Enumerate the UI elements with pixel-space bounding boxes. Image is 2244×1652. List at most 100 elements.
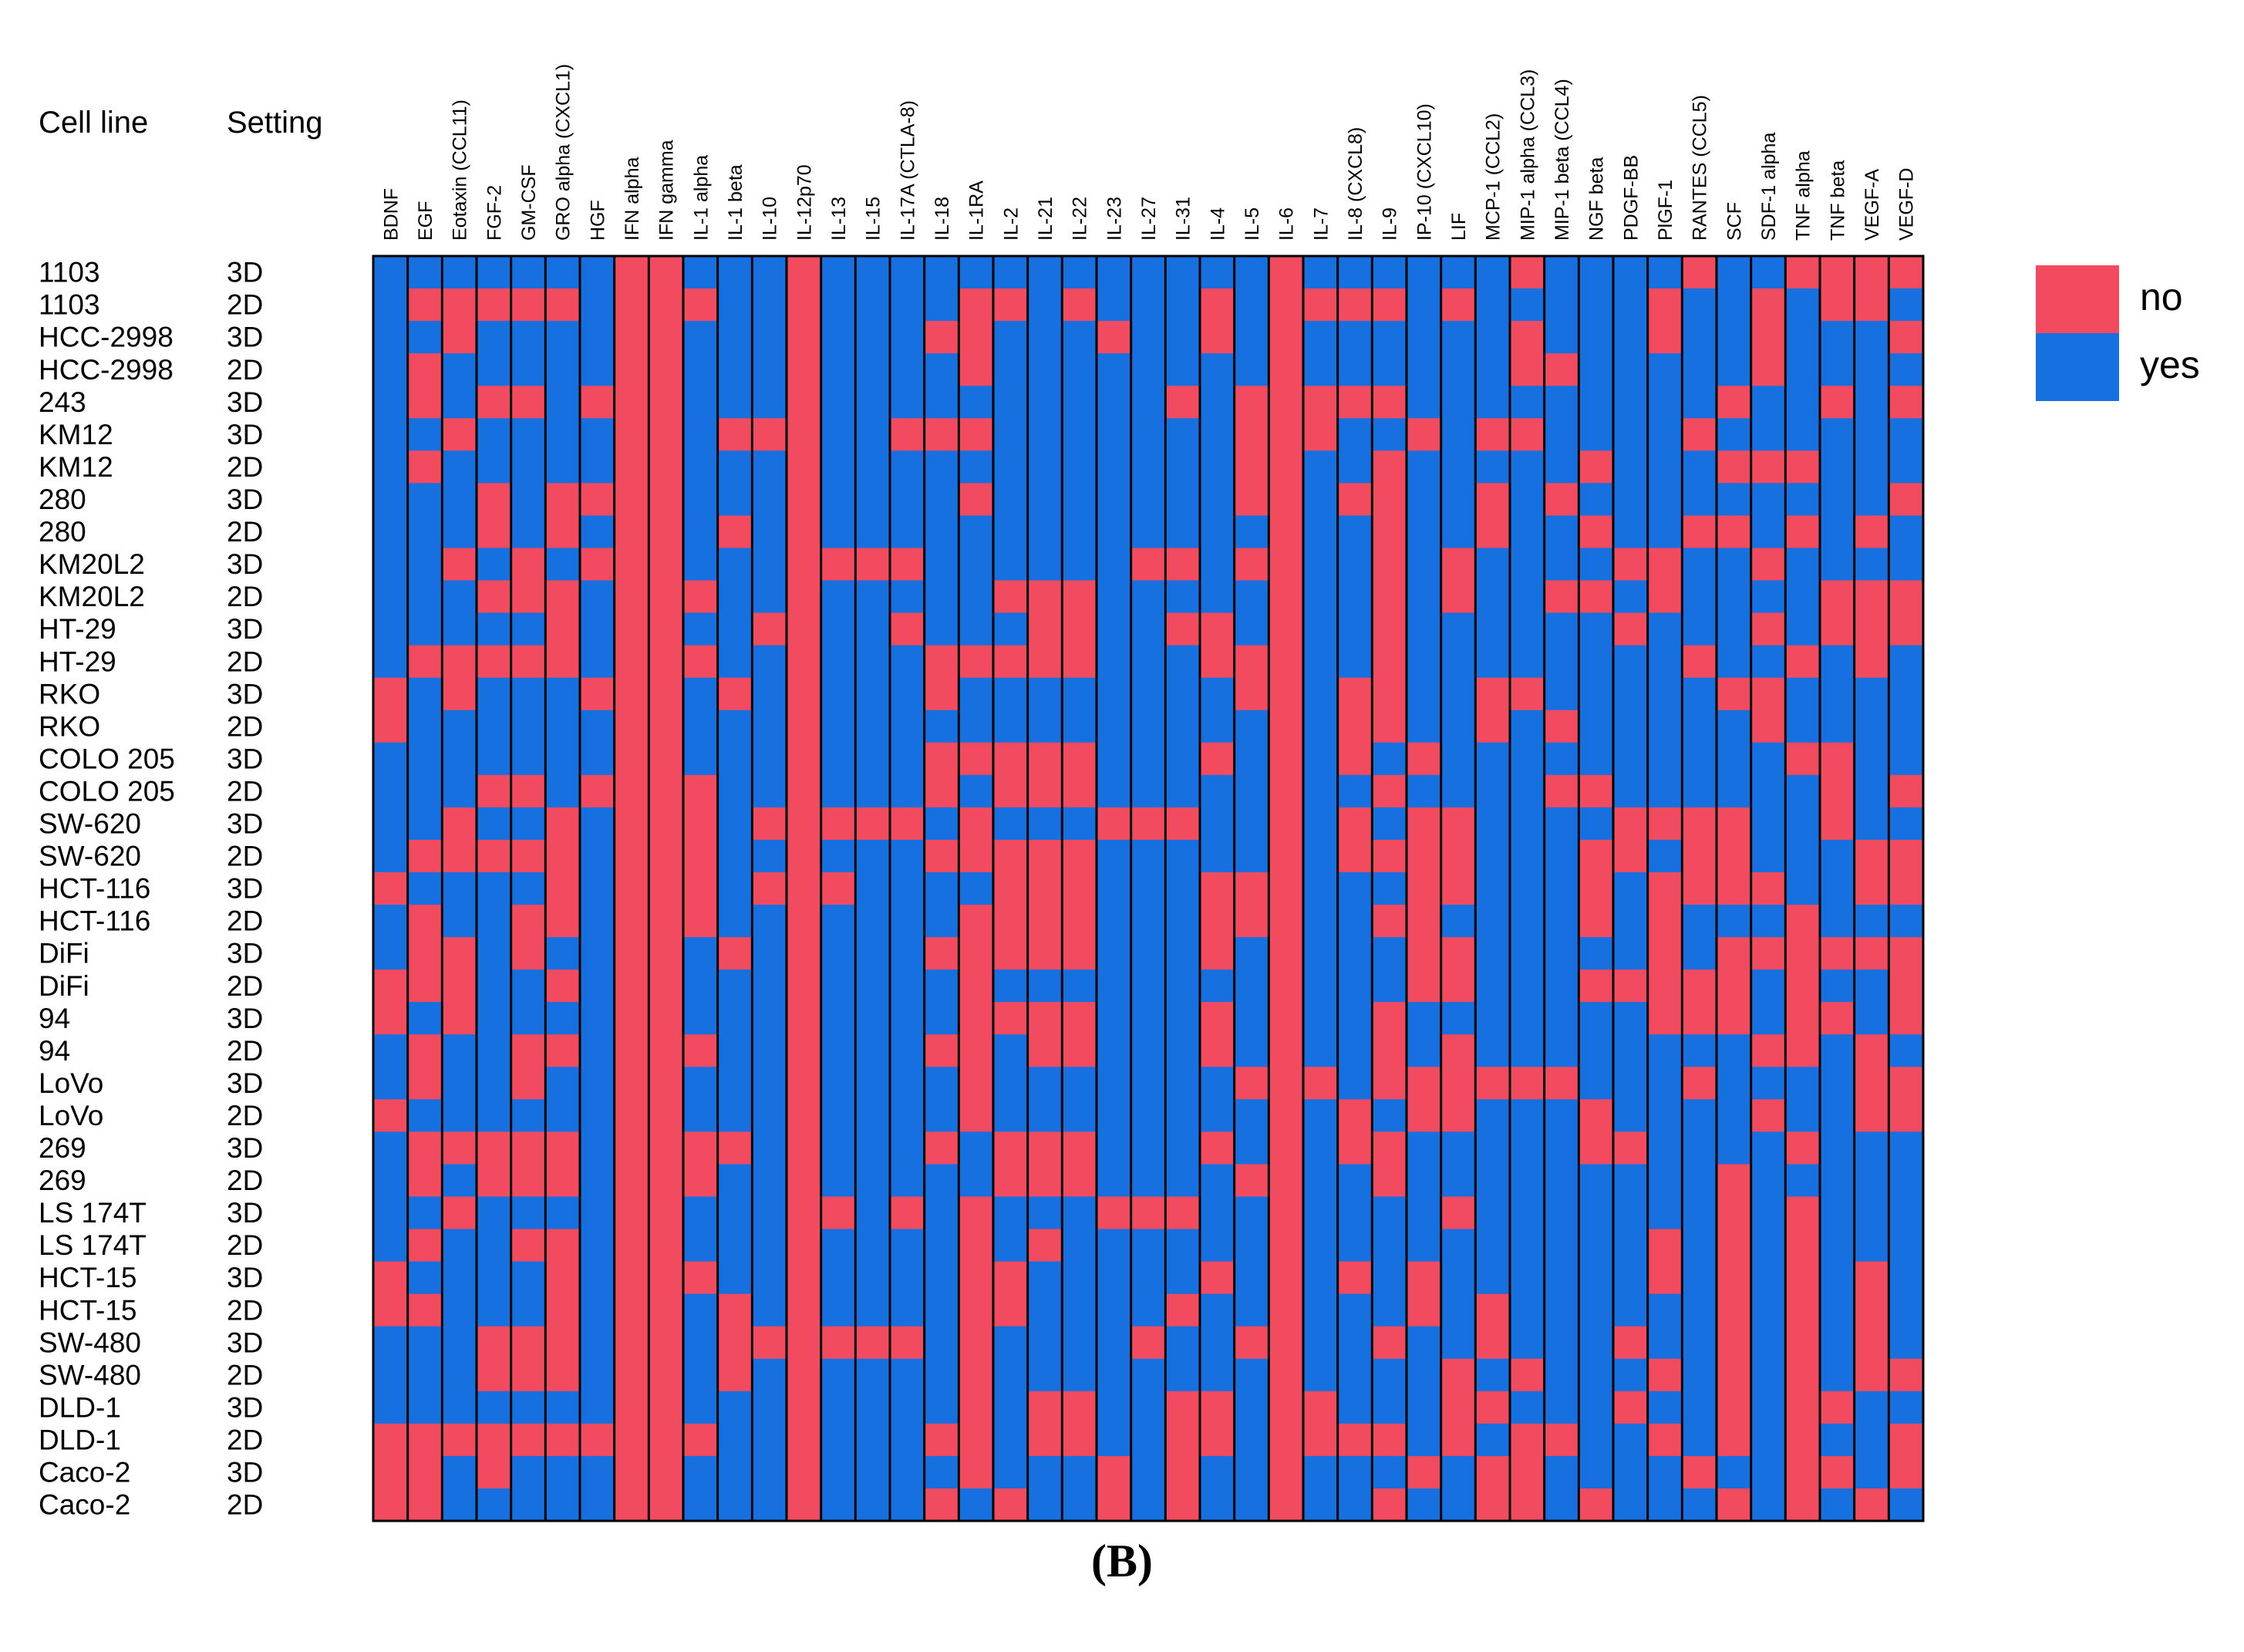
heatmap-cell bbox=[407, 774, 443, 808]
heatmap-cell bbox=[1130, 1488, 1166, 1522]
heatmap-cell bbox=[1785, 450, 1821, 484]
heatmap-cell bbox=[1579, 580, 1614, 614]
heatmap-cell bbox=[993, 515, 1029, 549]
heatmap-cell bbox=[924, 710, 959, 743]
heatmap-cell bbox=[407, 677, 443, 711]
heatmap-cell bbox=[752, 450, 787, 484]
heatmap-cell bbox=[1785, 288, 1821, 322]
heatmap-cell bbox=[787, 1358, 822, 1392]
heatmap-cell bbox=[1130, 1099, 1166, 1132]
heatmap-cell bbox=[545, 742, 581, 776]
heatmap-cell bbox=[890, 905, 925, 938]
heatmap-cell bbox=[1027, 742, 1063, 776]
heatmap-cell bbox=[1407, 905, 1442, 938]
row-label-cell-line: HCT-116 bbox=[39, 905, 150, 937]
heatmap-cell bbox=[1820, 1196, 1855, 1230]
heatmap-cell bbox=[820, 450, 856, 484]
heatmap-cell bbox=[1200, 256, 1235, 289]
heatmap-cell bbox=[580, 969, 615, 1003]
heatmap-cell bbox=[993, 1293, 1029, 1327]
heatmap-cell bbox=[1854, 548, 1889, 582]
heatmap-cell bbox=[717, 386, 753, 419]
heatmap-cell bbox=[580, 774, 615, 808]
heatmap-cell bbox=[1303, 872, 1339, 905]
heatmap-cell bbox=[855, 1196, 891, 1230]
heatmap-cell bbox=[1647, 1067, 1683, 1100]
heatmap-cell bbox=[752, 677, 787, 711]
heatmap-cell bbox=[1510, 677, 1545, 711]
heatmap-cell bbox=[959, 1229, 994, 1263]
heatmap-cell bbox=[924, 418, 959, 451]
heatmap-cell bbox=[1440, 645, 1476, 679]
heatmap-cell bbox=[855, 1326, 891, 1360]
heatmap-cell bbox=[1579, 905, 1614, 938]
heatmap-cell bbox=[442, 483, 477, 517]
heatmap-cell bbox=[1200, 839, 1235, 873]
heatmap-cell bbox=[1544, 937, 1579, 970]
heatmap-cell bbox=[924, 1067, 959, 1100]
heatmap-cell bbox=[1510, 1229, 1545, 1263]
heatmap-cell bbox=[1200, 580, 1235, 614]
heatmap-cell bbox=[959, 483, 994, 517]
heatmap-cell bbox=[752, 1067, 787, 1100]
heatmap-cell bbox=[959, 905, 994, 938]
heatmap-cell bbox=[1407, 1423, 1442, 1457]
heatmap-cell bbox=[1407, 1229, 1442, 1263]
heatmap-cell bbox=[1579, 645, 1614, 679]
heatmap-cell bbox=[1440, 677, 1476, 711]
heatmap-cell bbox=[855, 1131, 891, 1165]
heatmap-cell bbox=[1475, 353, 1511, 386]
heatmap-cell bbox=[1130, 256, 1166, 289]
heatmap-cell bbox=[1372, 1034, 1407, 1067]
heatmap-cell bbox=[787, 450, 822, 484]
heatmap-cell bbox=[855, 1261, 891, 1295]
heatmap-cell bbox=[1337, 937, 1373, 970]
heatmap-cell bbox=[1165, 1229, 1201, 1263]
heatmap-cell bbox=[1544, 742, 1579, 776]
heatmap-cell bbox=[373, 742, 409, 776]
heatmap-cell bbox=[1303, 612, 1339, 646]
heatmap-cell bbox=[993, 1002, 1029, 1035]
heatmap-cell bbox=[1613, 256, 1649, 289]
heatmap-cell bbox=[1234, 677, 1269, 711]
heatmap-cell bbox=[1889, 1196, 1924, 1230]
heatmap-cell bbox=[1303, 1423, 1339, 1457]
heatmap-cell bbox=[477, 450, 512, 484]
heatmap-cell bbox=[1544, 1423, 1579, 1457]
heatmap-cell bbox=[1165, 1164, 1201, 1198]
heatmap-cell bbox=[1613, 1261, 1649, 1295]
heatmap-cell bbox=[820, 288, 856, 322]
heatmap-cell bbox=[1682, 937, 1717, 970]
heatmap-cell bbox=[820, 710, 856, 743]
heatmap-cell bbox=[1097, 1488, 1132, 1522]
row-label-setting: 2D bbox=[227, 970, 263, 1002]
heatmap-cell bbox=[614, 1261, 649, 1295]
heatmap-cell bbox=[1750, 677, 1786, 711]
heatmap-cell bbox=[1234, 1261, 1269, 1295]
heatmap-cell bbox=[924, 839, 959, 873]
heatmap-cell bbox=[1337, 1391, 1373, 1424]
heatmap-cell bbox=[510, 1391, 546, 1424]
heatmap-cell bbox=[1062, 256, 1097, 289]
heatmap-cell bbox=[959, 1326, 994, 1360]
heatmap-cell bbox=[1544, 1131, 1579, 1165]
heatmap-cell bbox=[649, 937, 684, 970]
heatmap-cell bbox=[373, 612, 409, 646]
heatmap-cell bbox=[1682, 548, 1717, 582]
heatmap-cell bbox=[1510, 580, 1545, 614]
heatmap-cell bbox=[1475, 418, 1511, 451]
heatmap-cell bbox=[717, 353, 753, 386]
heatmap-cell bbox=[1785, 937, 1821, 970]
heatmap-cell bbox=[1717, 1067, 1752, 1100]
row-label-setting: 2D bbox=[227, 646, 263, 677]
heatmap-cell bbox=[1337, 677, 1373, 711]
heatmap-cell bbox=[1097, 969, 1132, 1003]
row-label-setting: 3D bbox=[227, 613, 263, 645]
heatmap-cell bbox=[442, 1455, 477, 1489]
heatmap-cell bbox=[1750, 1067, 1786, 1100]
heatmap-cell bbox=[1130, 1002, 1166, 1035]
heatmap-cell bbox=[545, 548, 581, 582]
heatmap-cell bbox=[1475, 1488, 1511, 1522]
heatmap-cell bbox=[959, 321, 994, 354]
heatmap-cell bbox=[1613, 1423, 1649, 1457]
